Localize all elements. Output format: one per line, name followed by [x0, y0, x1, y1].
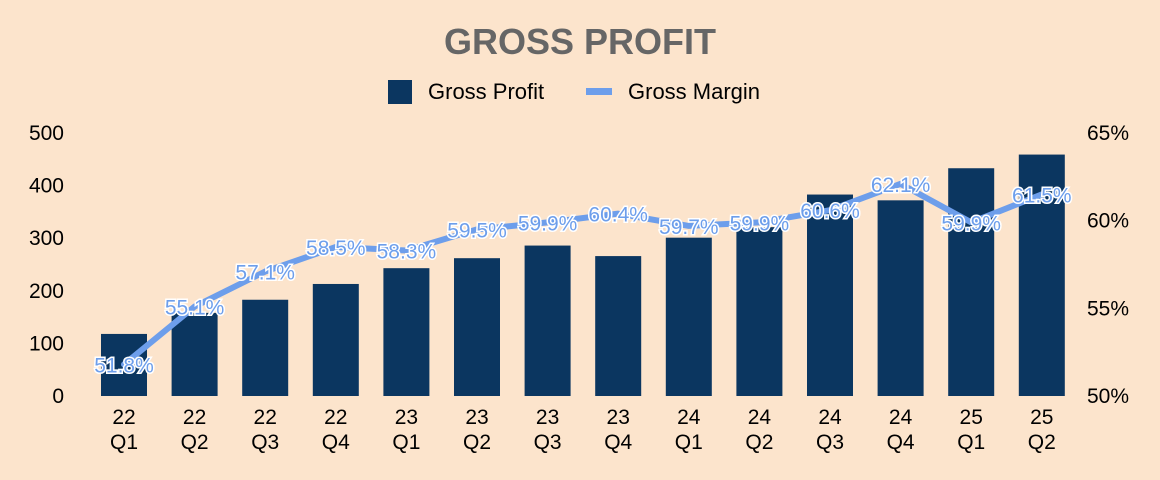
legend-swatch-gross-margin [586, 88, 612, 95]
bar-gross-profit [807, 194, 853, 396]
x-tick-label-quarter: Q3 [251, 431, 279, 454]
bar-gross-profit [524, 245, 571, 396]
data-label-gross-margin: 51.8% [94, 354, 154, 377]
data-label-gross-margin: 60.6% [800, 200, 860, 223]
bar-gross-profit [312, 283, 359, 396]
x-tick-label-quarter: Q1 [957, 431, 985, 454]
data-label-gross-margin: 58.5% [306, 237, 366, 260]
x-tick-label-year: 23 [607, 406, 630, 429]
y-left-tick-label: 300 [29, 227, 64, 250]
x-tick-label-year: 22 [183, 406, 206, 429]
bar-gross-profit [171, 312, 218, 396]
x-tick-label-year: 23 [465, 406, 488, 429]
x-tick-label-quarter: Q3 [816, 431, 844, 454]
data-label-gross-margin: 60.4% [588, 204, 648, 227]
data-label-gross-margin: 59.7% [659, 216, 719, 239]
line-gross-margin [121, 180, 1045, 368]
y-axis-right: 50% 55% 60% 65% [1087, 122, 1129, 408]
x-tick-label-quarter: Q4 [887, 431, 915, 454]
x-tick-label-quarter: Q1 [392, 431, 420, 454]
x-tick-label-quarter: Q2 [463, 431, 491, 454]
legend-label-gross-margin: Gross Margin [628, 79, 760, 104]
x-tick-label-year: 22 [112, 406, 135, 429]
y-right-tick-label: 55% [1087, 297, 1129, 320]
x-tick-label-quarter: Q2 [745, 431, 773, 454]
x-tick-label-quarter: Q1 [675, 431, 703, 454]
x-tick-label-year: 24 [748, 406, 772, 429]
bar-gross-profit [948, 168, 995, 396]
y-left-tick-label: 200 [29, 280, 64, 303]
data-label-gross-margin: 55.1% [165, 297, 225, 320]
y-right-tick-label: 50% [1087, 385, 1129, 408]
x-tick-label-year: 23 [536, 406, 559, 429]
data-label-gross-margin: 59.9% [730, 212, 790, 235]
bar-gross-profit [736, 227, 783, 396]
line-series-gross-margin [121, 180, 1045, 368]
x-tick-label-year: 24 [677, 406, 701, 429]
bar-gross-profit [242, 299, 289, 396]
data-label-gross-margin: 59.5% [447, 219, 507, 242]
y-left-tick-label: 400 [29, 175, 64, 198]
x-axis: 22Q122Q222Q322Q423Q123Q223Q323Q424Q124Q2… [110, 406, 1056, 454]
y-left-tick-label: 500 [29, 122, 64, 145]
x-tick-label-year: 23 [395, 406, 418, 429]
chart-title: GROSS PROFIT [444, 21, 716, 62]
bar-gross-profit [595, 256, 642, 396]
x-tick-label-quarter: Q1 [110, 431, 138, 454]
y-left-tick-label: 100 [29, 332, 64, 355]
x-tick-label-year: 24 [818, 406, 842, 429]
y-right-tick-label: 60% [1087, 210, 1129, 233]
x-tick-label-quarter: Q2 [181, 431, 209, 454]
bar-series-gross-profit [101, 154, 1065, 396]
bar-gross-profit [383, 268, 430, 396]
bar-gross-profit [665, 237, 712, 396]
legend-swatch-gross-profit [388, 80, 412, 104]
data-label-gross-margin: 58.3% [377, 240, 437, 263]
x-tick-label-quarter: Q3 [534, 431, 562, 454]
data-label-gross-margin: 59.9% [941, 212, 1001, 235]
x-tick-label-quarter: Q2 [1028, 431, 1056, 454]
data-labels-gross-margin: 51.8% 55.1% 57.1% 58.5% 58.3% 59.5% 59.9% 60.4%… [93, 172, 1073, 379]
x-tick-label-year: 22 [254, 406, 277, 429]
legend: Gross Profit Gross Margin [388, 79, 760, 104]
data-label-gross-margin: 59.9% [518, 212, 578, 235]
data-label-gross-margin: 62.1% [871, 174, 931, 197]
y-right-tick-label: 65% [1087, 122, 1129, 145]
x-tick-label-quarter: Q4 [322, 431, 350, 454]
y-left-tick-label: 0 [52, 385, 64, 408]
x-tick-label-year: 24 [889, 406, 913, 429]
data-label-gross-margin: 57.1% [235, 262, 295, 285]
x-tick-label-year: 25 [1030, 406, 1053, 429]
legend-label-gross-profit: Gross Profit [428, 79, 544, 104]
bar-gross-profit [454, 258, 500, 396]
y-axis-left: 0 100 200 300 400 500 [29, 122, 64, 408]
x-tick-label-year: 25 [960, 406, 983, 429]
x-tick-label-quarter: Q4 [604, 431, 632, 454]
data-label-gross-margin: 61.5% [1012, 184, 1072, 207]
x-tick-label-year: 22 [324, 406, 347, 429]
bar-gross-profit [877, 200, 924, 396]
